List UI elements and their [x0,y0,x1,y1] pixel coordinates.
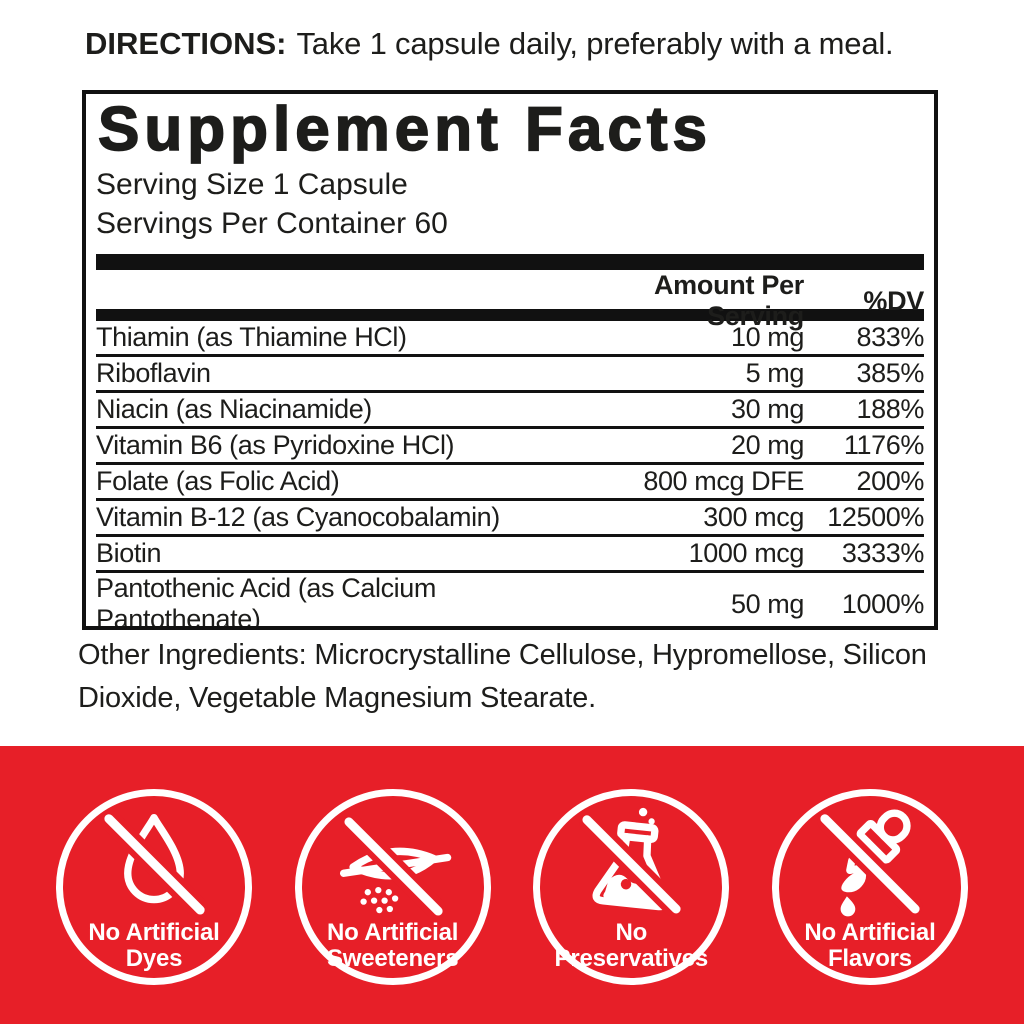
table-header-row: Amount Per Serving %DV [96,270,924,331]
claims-band: No Artificial Dyes No Artificial Sweeten… [0,746,1024,1024]
servings-per-container: Servings Per Container 60 [96,207,448,240]
badge-caption-line2: Sweeteners [326,945,459,972]
badge-caption: No Artificial Sweeteners [298,920,488,972]
nutrient-name: Pantothenic Acid (as Calcium Pantothenat… [96,573,436,630]
nutrient-name: Riboflavin [96,358,211,388]
badge-caption-line1: No Artificial [88,919,220,946]
badge-no-artificial-flavors: No Artificial Flavors [771,789,968,985]
no-artificial-sweeteners-icon [339,814,451,919]
table-row: Vitamin B-12 (as Cyanocobalamin) 300 mcg… [96,498,924,534]
nutrient-name: Folate (as Folic Acid) [96,466,340,496]
nutrient-dv: 3333% [841,538,924,568]
table-row: Niacin (as Niacinamide) 30 mg 188% [96,390,924,426]
badge-caption: No Artificial Flavors [775,920,965,972]
table-row: Folate (as Folic Acid) 800 mcg DFE 200% [96,462,924,498]
badge-caption-line2: Flavors [827,945,912,972]
no-artificial-dyes-icon [101,811,208,918]
nutrient-dv: 188% [856,394,925,424]
panel-title: Supplement Facts [97,95,712,164]
nutrient-amount: 20 mg [730,430,804,460]
nutrient-amount: 800 mcg DFE [643,466,804,496]
badge-caption-line1: No [615,919,648,946]
badge-no-preservatives: No Preservatives [533,789,730,985]
nutrient-dv: 12500% [827,502,924,532]
nutrient-name: Biotin [96,538,162,568]
directions-label: DIRECTIONS: [85,26,287,61]
badge-caption-line1: No Artificial [327,919,459,946]
badge-caption: No Preservatives [536,920,726,972]
badge-caption-line2: Dyes [125,945,183,972]
badge-caption-line1: No Artificial [804,919,936,946]
nutrient-amount: 5 mg [745,358,805,388]
directions-text: Take 1 capsule daily, preferably with a … [296,26,894,61]
nutrient-amount: 50 mg [730,588,804,619]
other-ingredients: Other Ingredients: Microcrystalline Cell… [78,639,927,714]
badge-no-artificial-dyes: No Artificial Dyes [56,789,252,985]
nutrient-amount: 30 mg [730,394,804,424]
table-row: Pantothenic Acid (as Calcium Pantothenat… [96,570,924,626]
table-row: Thiamin (as Thiamine HCl) 10 mg 833% [96,318,924,354]
directions: DIRECTIONS: Take 1 capsule daily, prefera… [85,26,894,62]
nutrient-name: Niacin (as Niacinamide) [96,394,372,424]
nutrient-dv: 1176% [843,430,924,460]
nutrient-dv: 1000% [841,588,924,619]
nutrient-amount: 10 mg [730,322,804,352]
nutrient-amount: 1000 mcg [688,538,805,568]
header-percent-dv: %DV [863,285,924,316]
divider-medium-bar [96,309,924,318]
serving-size: Serving Size 1 Capsule [96,168,408,201]
supplement-facts-panel: Supplement Facts Serving Size 1 Capsule … [82,90,938,630]
no-artificial-flavors-icon [817,809,923,917]
no-preservatives-icon [579,807,684,917]
badge-caption: No Artificial Dyes [59,920,249,972]
table-row: Riboflavin 5 mg 385% [96,354,924,390]
divider-thick-bar [96,254,924,270]
nutrient-dv: 200% [856,466,925,496]
nutrient-amount: 300 mcg [703,502,804,532]
badge-no-artificial-sweeteners: No Artificial Sweeteners [294,789,491,985]
nutrient-dv: 385% [856,358,925,388]
nutrient-name: Thiamin (as Thiamine HCl) [96,322,407,352]
table-row: Vitamin B6 (as Pyridoxine HCl) 20 mg 117… [96,426,924,462]
nutrient-name: Vitamin B-12 (as Cyanocobalamin) [96,502,500,532]
nutrient-dv: 833% [856,322,925,352]
header-amount-per-serving: Amount Per Serving [653,270,804,331]
nutrient-name: Vitamin B6 (as Pyridoxine HCl) [96,430,455,460]
table-row: Biotin 1000 mcg 3333% [96,534,924,570]
badge-caption-line2: Preservatives [554,945,709,972]
